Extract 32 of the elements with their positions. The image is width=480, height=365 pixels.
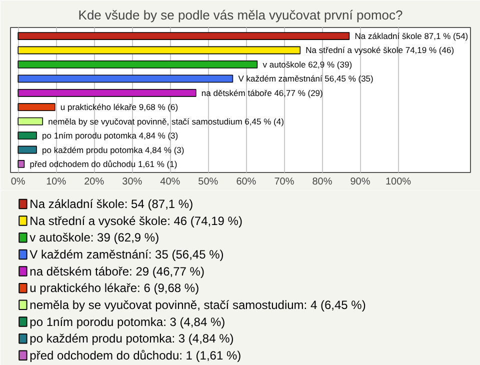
chart-title: Kde všude by se podle vás měla vyučovat první pomoc? bbox=[78, 8, 403, 22]
x-tick-label: 80% bbox=[312, 176, 332, 188]
legend-label: po 1ním porodu potomka: 3 (4,84 %) bbox=[30, 314, 226, 329]
legend-label: neměla by se vyučovat povinně, stačí samostudium: 4 (6,45 %) bbox=[30, 298, 366, 312]
data-label: v autoškole 62,9 % (39) bbox=[262, 59, 352, 70]
x-tick-label: 20% bbox=[84, 176, 104, 188]
data-label: Na střední a vysoké škole 74,19 % (46) bbox=[306, 45, 454, 56]
data-label: neměla by se vyučovat povinně, stačí samostudium 6,45 % (4) bbox=[48, 116, 284, 126]
data-label: na dětském táboře 46,77 % (29) bbox=[201, 88, 324, 98]
x-tick-label: 40% bbox=[160, 176, 180, 188]
x-tick-label: 70% bbox=[274, 176, 294, 188]
legend-label: před odchodem do důchodu: 1 (1,61 %) bbox=[30, 348, 242, 362]
x-tick-label: 0% bbox=[10, 176, 26, 188]
x-tick-label: 10% bbox=[46, 176, 66, 188]
legend-label: Na základní škole: 54 (87,1 %) bbox=[30, 196, 194, 211]
x-tick-label: 90% bbox=[350, 176, 370, 188]
data-label: před odchodem do důchodu 1,61 % (1) bbox=[30, 158, 178, 169]
legend-label: po každém produ potomka: 3 (4,84 %) bbox=[30, 332, 234, 346]
legend-label: v autoškole: 39 (62,9 %) bbox=[30, 230, 160, 245]
data-label: u praktického lékaře 9,68 % (6) bbox=[60, 102, 178, 112]
legend-label: u praktického lékaře: 6 (9,68 %) bbox=[30, 281, 200, 296]
x-tick-label: 100% bbox=[385, 176, 412, 188]
data-label: V každém zaměstnání 56,45 % (35) bbox=[238, 74, 374, 84]
x-tick-label: 50% bbox=[198, 176, 218, 188]
data-label: po 1ním porodu potomka 4,84 % (3) bbox=[42, 130, 178, 141]
legend-label: V každém zaměstnání: 35 (56,45 %) bbox=[30, 247, 224, 262]
x-tick-label: 60% bbox=[236, 176, 256, 188]
legend-label: Na střední a vysoké škole: 46 (74,19 %) bbox=[30, 214, 242, 228]
x-tick-label: 30% bbox=[122, 176, 142, 188]
data-label: po každém produ potomka 4,84 % (3) bbox=[42, 144, 184, 155]
legend-label: na dětském táboře: 29 (46,77 %) bbox=[30, 264, 204, 278]
data-label: Na základní škole 87,1 % (54) bbox=[354, 31, 468, 42]
